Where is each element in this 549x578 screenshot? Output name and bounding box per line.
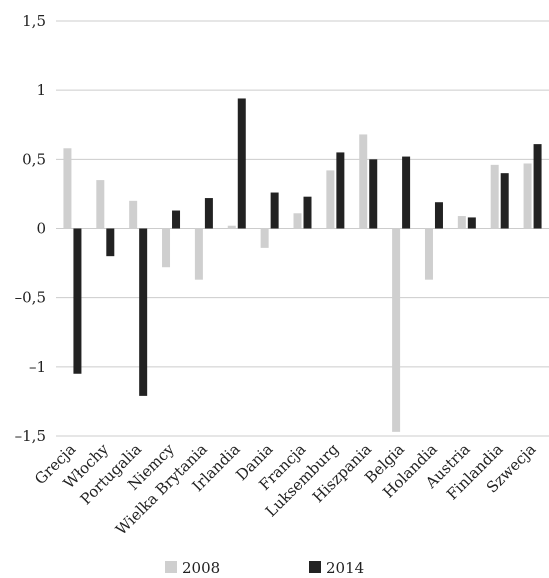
bar-2008 (194, 228, 203, 280)
bar-2014 (434, 202, 443, 229)
bar-2014 (204, 198, 213, 229)
y-tick-label: –0,5 (15, 289, 46, 307)
legend: 2008 2014 (165, 559, 364, 577)
bar-2008 (490, 164, 499, 229)
bar-2008 (162, 228, 171, 268)
bar-2014 (303, 196, 312, 229)
y-tick-label: 1,5 (22, 12, 46, 30)
y-tick-label: –1,5 (15, 427, 46, 445)
bar-2008 (457, 216, 466, 229)
y-tick-label: –1 (29, 358, 46, 376)
legend-label: 2008 (182, 559, 220, 577)
bar-2014 (336, 152, 345, 229)
bar-2008 (326, 170, 335, 229)
legend-label: 2014 (326, 559, 364, 577)
gridlines (56, 20, 549, 437)
bar-2014 (139, 228, 148, 396)
bar-2014 (533, 144, 542, 229)
bar-2014 (467, 217, 476, 229)
bar-2014 (369, 159, 378, 229)
y-axis-ticks: 1,5 1 0,5 0 –0,5 –1 –1,5 (15, 12, 46, 445)
bar-2008 (96, 180, 105, 229)
bar-2014 (237, 98, 246, 229)
legend-swatch-2008 (165, 561, 177, 573)
bar-2008 (523, 163, 532, 229)
y-tick-label: 0,5 (22, 150, 46, 168)
bar-2008 (359, 134, 368, 229)
bar-2008 (293, 213, 302, 229)
y-tick-label: 0 (36, 220, 46, 238)
bar-2008 (129, 200, 138, 229)
bar-2014 (172, 210, 181, 229)
y-tick-label: 1 (36, 81, 46, 99)
bars (63, 98, 542, 432)
bar-2014 (73, 228, 82, 374)
bar-2008 (63, 148, 72, 229)
bar-2008 (424, 228, 433, 280)
bar-2014 (270, 192, 279, 229)
bar-2008 (392, 228, 401, 432)
legend-swatch-2014 (309, 561, 321, 573)
bar-2008 (227, 225, 236, 229)
bar-2014 (402, 156, 411, 229)
bar-2008 (260, 228, 269, 248)
bar-2014 (500, 173, 509, 229)
bar-2014 (106, 228, 115, 257)
